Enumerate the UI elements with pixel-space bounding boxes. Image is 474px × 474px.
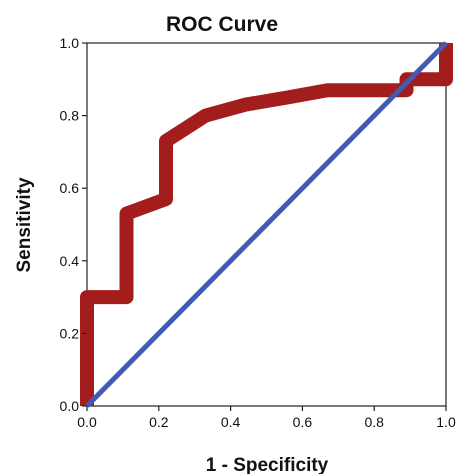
chart-title: ROC Curve <box>166 13 278 36</box>
x-tick-label: 1.0 <box>436 414 456 430</box>
y-tick-label: 0.6 <box>60 180 80 196</box>
y-tick-label: 1.0 <box>60 35 80 51</box>
y-tick-label: 0.0 <box>60 398 80 414</box>
y-tick-label: 0.8 <box>60 108 80 124</box>
x-tick-label: 0.8 <box>364 414 384 430</box>
x-tick-label: 0.4 <box>221 414 241 430</box>
y-tick-label: 0.2 <box>60 325 80 341</box>
plot-frame <box>86 42 447 407</box>
x-axis-label: 1 - Specificity <box>206 455 329 474</box>
x-tick-label: 0.6 <box>293 414 313 430</box>
ticks-layer: 0.0 0.2 0.4 0.6 0.8 1.0 0.0 0.2 0.4 0.6 0.8 1.0 <box>60 35 456 430</box>
series-layer <box>80 41 453 408</box>
reference-diagonal-line <box>85 41 448 408</box>
x-tick-label: 0.0 <box>77 414 97 430</box>
x-tick-label: 0.2 <box>149 414 169 430</box>
y-tick-label: 0.4 <box>60 253 80 269</box>
y-axis-label: Sensitivity <box>14 177 35 272</box>
